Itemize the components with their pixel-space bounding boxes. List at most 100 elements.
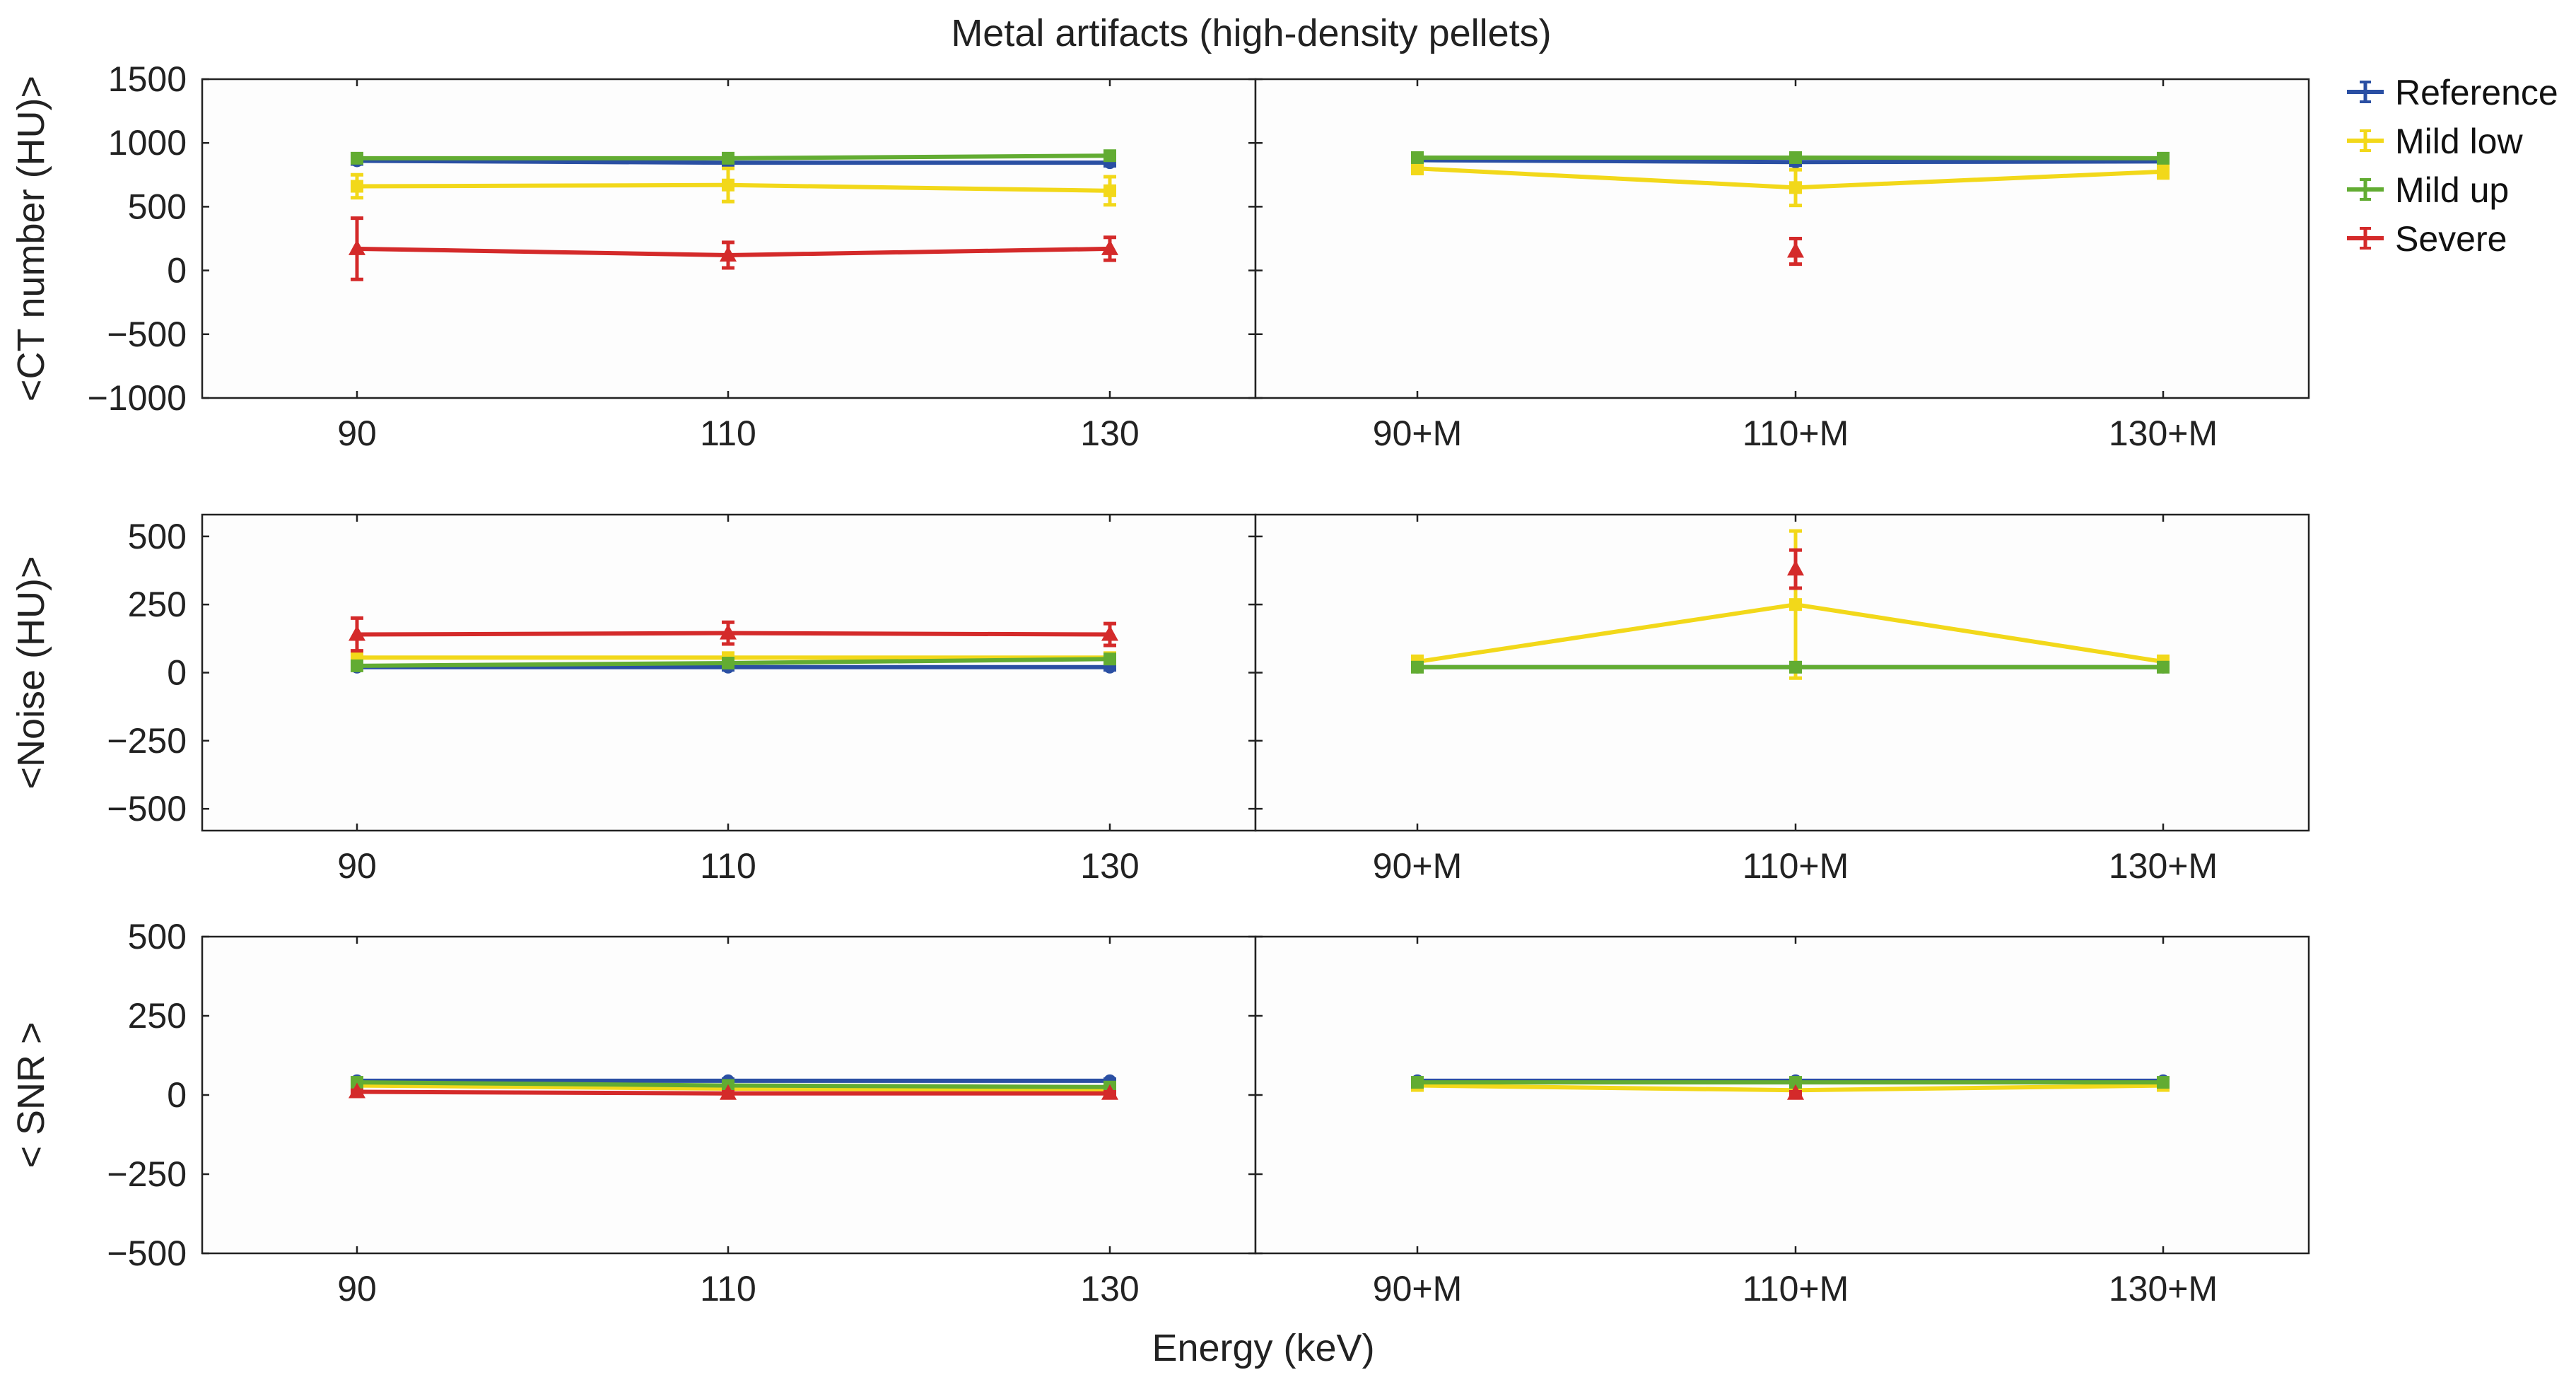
y-tick-label: 250 <box>128 585 187 624</box>
data-point <box>1411 1076 1424 1089</box>
series-line-segment <box>726 1087 1112 1093</box>
data-point <box>1789 598 1802 611</box>
series-line-segment <box>355 1080 730 1088</box>
data-point <box>351 180 363 193</box>
series-line-segment <box>355 1089 730 1096</box>
series-line-segment <box>1415 602 1798 664</box>
data-point <box>1789 151 1802 164</box>
legend-label: Reference <box>2395 73 2558 112</box>
data-point <box>1411 660 1424 674</box>
data-point <box>2157 165 2170 178</box>
data-point <box>351 151 363 165</box>
data-point <box>2157 660 2170 674</box>
y-tick-label: −500 <box>107 789 187 828</box>
y-tick-label: −1000 <box>88 378 187 418</box>
y-tick-label: 1500 <box>108 59 187 99</box>
data-point <box>1789 660 1802 674</box>
data-point <box>1101 239 1118 255</box>
chart-title: Metal artifacts (high-density pellets) <box>951 12 1551 54</box>
series-line-segment <box>355 158 730 165</box>
plot-frame-left <box>201 78 1257 399</box>
series-line-segment <box>726 182 1112 193</box>
x-tick-label: 90 <box>337 846 377 886</box>
series-line-segment <box>1793 602 2165 664</box>
series-line-segment <box>726 246 1112 257</box>
panel-noise: 500 250 0 −250 −500 <Noise (HU)> 90 110 130 90+M 1… <box>10 513 2310 886</box>
data-point <box>722 657 734 670</box>
x-tick-label: 110+M <box>1743 846 1849 886</box>
series-line-segment <box>355 182 730 189</box>
series-line-segment <box>355 631 730 637</box>
data-point <box>1787 1084 1804 1100</box>
chart-panels: 1500 1000 500 0 −500 −1000 <CT number (HU)> 90 1… <box>10 59 2310 1308</box>
x-tick-label: 90 <box>337 1269 377 1308</box>
data-point <box>1787 560 1804 576</box>
data-point <box>2157 1076 2170 1089</box>
plot-frame-right <box>1254 935 2310 1255</box>
data-point <box>351 659 363 672</box>
y-tick-label: −500 <box>107 315 187 354</box>
y-tick-label: −250 <box>107 1154 187 1194</box>
x-tick-label: 90+M <box>1373 1269 1462 1308</box>
y-tick-label: 500 <box>128 917 187 956</box>
legend: Reference Mild low Mild up Severe <box>2347 73 2558 259</box>
y-tick-label: −250 <box>107 721 187 761</box>
x-tick-label: 130+M <box>2109 846 2218 886</box>
y-tick-label: 250 <box>128 996 187 1036</box>
x-tick-label: 130 <box>1080 1269 1139 1308</box>
legend-item-mild-low: Mild low <box>2347 122 2523 161</box>
series-mild-up <box>351 149 2170 165</box>
data-point <box>722 178 734 192</box>
y-tick-label: −500 <box>107 1234 187 1273</box>
y-tick-label: 1000 <box>108 123 187 163</box>
series-line-segment <box>1415 166 1798 190</box>
x-tick-label: 110 <box>700 1269 756 1308</box>
plot-frame-right <box>1254 513 2310 832</box>
series-line-segment <box>355 246 730 257</box>
x-tick-label: 110+M <box>1743 414 1849 453</box>
y-axis-title: < SNR > <box>10 1021 52 1168</box>
y-tick-label: 500 <box>128 517 187 556</box>
series-mild-low <box>351 161 2170 208</box>
data-point <box>720 1084 737 1100</box>
data-point <box>1103 184 1116 197</box>
x-tick-label: 90+M <box>1373 414 1462 453</box>
series-line-segment <box>355 1083 730 1091</box>
data-point <box>2157 151 2170 165</box>
series-line-segment <box>726 657 1112 666</box>
x-tick-label: 130+M <box>2109 1269 2218 1308</box>
x-tick-label: 130 <box>1080 846 1139 886</box>
series-line-segment <box>1793 1083 2165 1093</box>
data-point <box>1103 149 1116 163</box>
series-severe <box>349 216 1804 281</box>
x-tick-label: 110 <box>700 846 756 886</box>
x-tick-label: 130 <box>1080 414 1139 453</box>
legend-item-severe: Severe <box>2347 219 2507 259</box>
data-point <box>1411 162 1424 175</box>
series-line-segment <box>1793 159 2165 165</box>
series-line-segment <box>1415 1083 1798 1093</box>
series-severe <box>349 1082 1804 1100</box>
data-point <box>1101 625 1118 641</box>
data-point <box>349 239 365 255</box>
y-axis-title: <CT number (HU)> <box>10 76 52 402</box>
data-point <box>720 623 737 640</box>
data-point <box>720 245 737 262</box>
series-line-segment <box>1415 158 1798 165</box>
y-tick-label: 0 <box>167 251 187 291</box>
series-line-segment <box>726 1083 1112 1089</box>
legend-item-mild-up: Mild up <box>2347 170 2509 210</box>
x-tick-label: 130+M <box>2109 414 2218 453</box>
y-tick-label: 0 <box>167 1075 187 1115</box>
data-point <box>722 151 734 165</box>
series-mild-up <box>351 1076 2170 1094</box>
data-point <box>1789 1076 1802 1089</box>
x-tick-label: 110 <box>700 414 756 453</box>
x-tick-label: 110+M <box>1743 1269 1849 1308</box>
x-tick-label: 90 <box>337 414 377 453</box>
x-tick-label: 90+M <box>1373 846 1462 886</box>
y-tick-label: 500 <box>128 187 187 226</box>
x-axis-title: Energy (keV) <box>1152 1327 1374 1369</box>
data-point <box>1411 151 1424 164</box>
